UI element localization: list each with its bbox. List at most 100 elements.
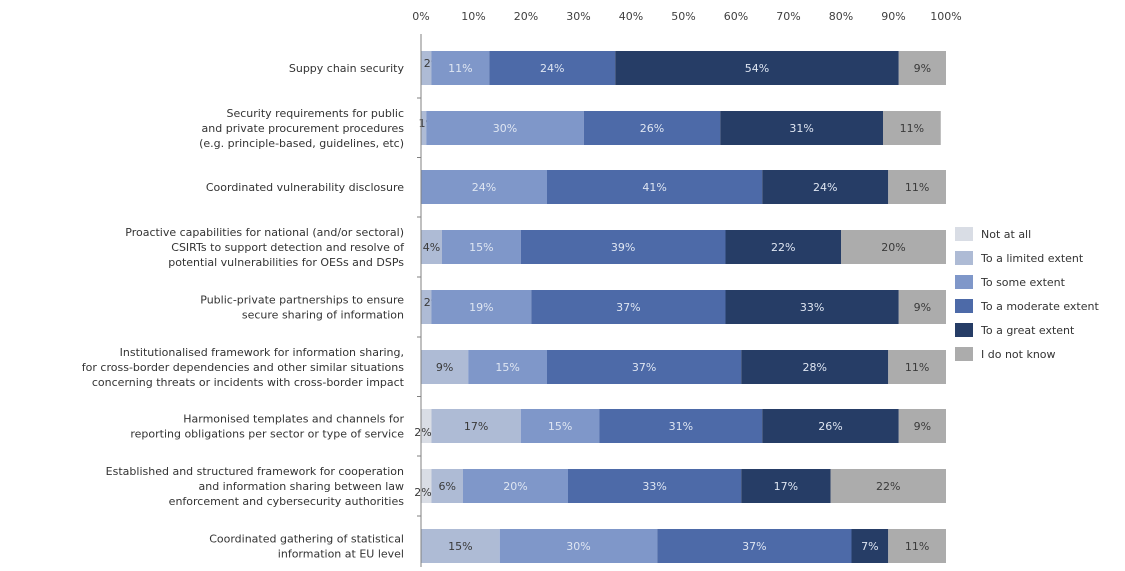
x-tick-label: 60% bbox=[724, 10, 748, 23]
bar-segment bbox=[421, 529, 500, 563]
bar-data-label: 22% bbox=[771, 241, 795, 254]
bar-segment bbox=[421, 469, 432, 503]
bar-segment bbox=[421, 290, 432, 324]
bar-segment bbox=[583, 111, 721, 145]
bar-segment bbox=[442, 230, 521, 264]
bar-segment bbox=[851, 529, 889, 563]
legend-label: To a moderate extent bbox=[980, 300, 1099, 313]
bar-data-label: 24% bbox=[813, 181, 837, 194]
bar-data-label: 20% bbox=[881, 241, 905, 254]
category-label: secure sharing of information bbox=[242, 309, 404, 322]
legend-swatch bbox=[955, 275, 973, 289]
category-label: enforcement and cybersecurity authoritie… bbox=[169, 495, 405, 508]
bar-segment bbox=[463, 469, 568, 503]
bar-data-label: 2% bbox=[414, 486, 431, 499]
bar-segment bbox=[531, 290, 726, 324]
bar-segment bbox=[615, 51, 899, 85]
bar-data-label: 11% bbox=[905, 540, 929, 553]
bar-segment bbox=[898, 409, 946, 443]
bar-segment bbox=[568, 469, 742, 503]
bar-data-label: 39% bbox=[611, 241, 635, 254]
bar-segment bbox=[421, 51, 432, 85]
legend-label: To a great extent bbox=[980, 324, 1075, 337]
bar-segment bbox=[421, 350, 469, 384]
bar-segment bbox=[431, 469, 463, 503]
category-label: concerning threats or incidents with cro… bbox=[92, 376, 405, 389]
bar-data-label: 2% bbox=[414, 426, 431, 439]
bar-data-label: 9% bbox=[436, 361, 453, 374]
bars: 2%11%24%54%9%1%30%26%31%11%24%41%24%11%4… bbox=[414, 51, 946, 563]
bar-segment bbox=[431, 409, 521, 443]
bar-data-label: 11% bbox=[448, 62, 472, 75]
category-labels: Suppy chain security Security requirement… bbox=[82, 62, 405, 561]
bar-segment bbox=[830, 469, 946, 503]
legend: Not at all To a limited extent To some ext… bbox=[955, 227, 1099, 361]
category-label: Coordinated vulnerability disclosure bbox=[206, 181, 404, 194]
bar-segment bbox=[762, 409, 899, 443]
bar-data-label: 11% bbox=[905, 361, 929, 374]
bar-data-label: 54% bbox=[745, 62, 769, 75]
bar-segment bbox=[657, 529, 852, 563]
bar-segment bbox=[547, 350, 742, 384]
bar-segment bbox=[898, 51, 946, 85]
bar-data-label: 37% bbox=[616, 301, 640, 314]
bar-segment bbox=[725, 230, 841, 264]
bar-data-label: 26% bbox=[818, 420, 842, 433]
x-axis: 0% 10% 20% 30% 40% 50% 60% 70% 80% 90% 100% bbox=[412, 10, 961, 23]
category-label: for cross-border dependencies and other … bbox=[82, 361, 404, 374]
bar-segment bbox=[431, 51, 490, 85]
category-label: CSIRTs to support detection and resolve … bbox=[171, 241, 405, 254]
bar-segment bbox=[898, 290, 946, 324]
bar-data-label: 37% bbox=[632, 361, 656, 374]
category-label: Harmonised templates and channels for bbox=[183, 413, 404, 426]
bar-segment bbox=[841, 230, 946, 264]
category-label: Public-private partnerships to ensure bbox=[200, 294, 404, 307]
legend-swatch bbox=[955, 347, 973, 361]
category-label: Proactive capabilities for national (and… bbox=[125, 226, 404, 239]
x-tick-label: 40% bbox=[619, 10, 643, 23]
x-tick-label: 0% bbox=[412, 10, 429, 23]
legend-swatch bbox=[955, 251, 973, 265]
x-tick-label: 80% bbox=[829, 10, 853, 23]
bar-data-label: 24% bbox=[540, 62, 564, 75]
bar-data-label: 17% bbox=[464, 420, 488, 433]
x-tick-label: 20% bbox=[514, 10, 538, 23]
bar-data-label: 20% bbox=[503, 480, 527, 493]
bar-data-label: 15% bbox=[548, 420, 572, 433]
bar-segment bbox=[426, 111, 584, 145]
bar-data-label: 33% bbox=[800, 301, 824, 314]
bar-data-label: 9% bbox=[914, 301, 931, 314]
bar-segment bbox=[421, 230, 442, 264]
x-tick-label: 50% bbox=[671, 10, 695, 23]
bar-data-label: 6% bbox=[439, 480, 456, 493]
category-label: and information sharing between law bbox=[198, 480, 404, 493]
bar-segment bbox=[888, 529, 946, 563]
category-label: Established and structured framework for… bbox=[106, 465, 404, 478]
bar-segment bbox=[499, 529, 658, 563]
bar-data-label: 30% bbox=[566, 540, 590, 553]
x-tick-label: 10% bbox=[461, 10, 485, 23]
bar-segment bbox=[421, 111, 427, 145]
legend-label: Not at all bbox=[981, 228, 1031, 241]
bar-segment bbox=[888, 170, 946, 204]
x-tick-label: 100% bbox=[930, 10, 961, 23]
category-label: reporting obligations per sector or type… bbox=[130, 428, 404, 441]
bar-segment bbox=[720, 111, 883, 145]
bar-segment bbox=[599, 409, 763, 443]
bar-segment bbox=[431, 290, 532, 324]
bar-segment bbox=[725, 290, 899, 324]
bar-data-label: 11% bbox=[905, 181, 929, 194]
bar-segment bbox=[888, 350, 946, 384]
bar-segment bbox=[741, 469, 831, 503]
bar-data-label: 28% bbox=[803, 361, 827, 374]
x-tick-label: 70% bbox=[776, 10, 800, 23]
bar-data-label: 9% bbox=[914, 62, 931, 75]
bar-segment bbox=[547, 170, 763, 204]
category-label: potential vulnerabilities for OESs and D… bbox=[168, 256, 404, 269]
bar-data-label: 31% bbox=[669, 420, 693, 433]
bar-data-label: 7% bbox=[861, 540, 878, 553]
category-label: Institutionalised framework for informat… bbox=[120, 346, 404, 359]
bar-segment bbox=[421, 409, 432, 443]
bar-data-label: 15% bbox=[448, 540, 472, 553]
